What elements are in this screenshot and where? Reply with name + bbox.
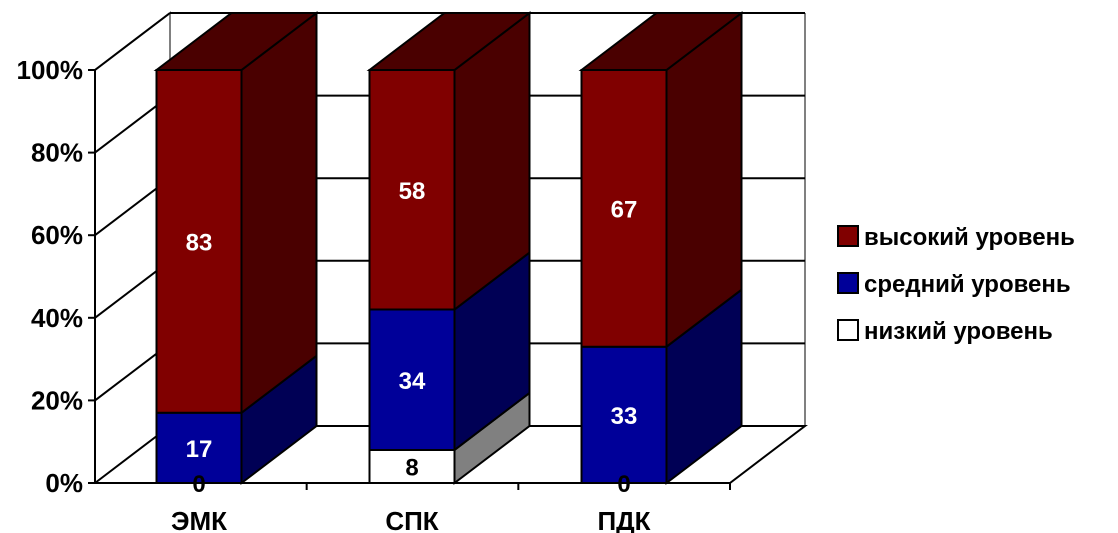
data-label: 0 xyxy=(617,471,630,498)
bar-top xyxy=(153,12,320,71)
y-tick-label: 40% xyxy=(31,303,83,333)
y-tick-label: 0% xyxy=(45,468,83,498)
data-label: 8 xyxy=(405,454,418,481)
legend-label: низкий уровень xyxy=(864,318,1053,345)
legend-swatch xyxy=(837,272,859,294)
data-label: 58 xyxy=(399,178,426,205)
data-label: 33 xyxy=(611,403,638,430)
legend-swatch xyxy=(837,319,859,341)
y-tick-label: 100% xyxy=(17,55,84,85)
y-tick-label: 20% xyxy=(31,385,83,415)
category-label: СПК xyxy=(385,506,438,533)
data-label: 67 xyxy=(611,196,638,223)
data-label: 83 xyxy=(186,229,213,256)
legend: высокий уровень средний уровень низкий уро… xyxy=(837,224,1075,345)
bar-top xyxy=(366,12,533,71)
legend-label: высокий уровень xyxy=(864,224,1075,251)
bars xyxy=(153,10,745,486)
data-label: 34 xyxy=(399,368,426,395)
category-labels: ЭМК СПК ПДК xyxy=(171,483,731,533)
data-label: 17 xyxy=(186,436,213,463)
y-tick-label: 60% xyxy=(31,220,83,250)
legend-swatch xyxy=(837,225,859,247)
y-tick-label: 80% xyxy=(31,138,83,168)
data-labels: 0 17 83 8 34 58 0 33 67 xyxy=(186,178,638,498)
bar-top xyxy=(578,12,745,71)
y-axis: 0% 20% 40% 60% 80% 100% xyxy=(17,55,96,498)
bar-segment-side xyxy=(665,10,743,349)
category-label: ЭМК xyxy=(171,506,227,533)
bar-segment-side xyxy=(240,10,318,415)
legend-label: средний уровень xyxy=(864,271,1071,298)
gridline-side xyxy=(94,12,171,71)
category-label: ПДК xyxy=(597,506,650,533)
data-label: 0 xyxy=(192,471,205,498)
